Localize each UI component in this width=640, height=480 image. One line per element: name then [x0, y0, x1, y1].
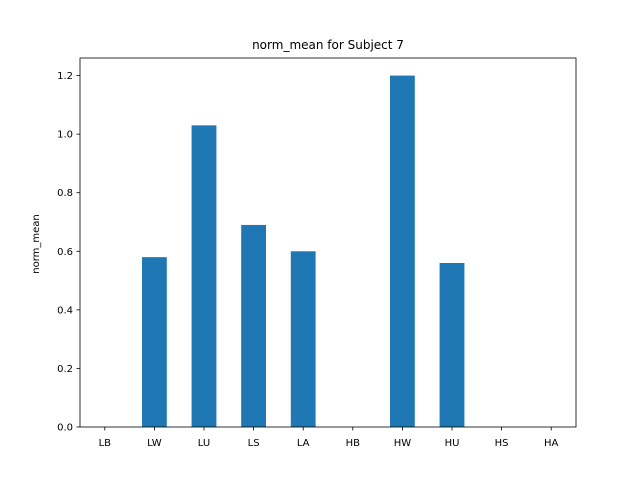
bar-hu: [439, 263, 465, 427]
y-tick-label: 0.8: [57, 188, 73, 199]
y-tick-label: 0.2: [57, 364, 73, 375]
plot-frame: [79, 57, 577, 428]
bar-hw: [390, 75, 415, 427]
x-tick-label: LA: [297, 438, 310, 449]
y-axis-label: norm_mean: [31, 214, 42, 274]
x-tick-label: HU: [445, 438, 460, 449]
bar-lu: [191, 125, 217, 428]
x-tick-label: HB: [346, 438, 361, 449]
x-tick-label: LW: [147, 438, 162, 449]
chart-title: norm_mean for Subject 7: [252, 38, 404, 52]
y-tick-label: 0.4: [57, 305, 73, 316]
bar-lw: [142, 257, 167, 427]
x-tick-label: LU: [198, 438, 210, 449]
y-axis-ticks: 0.0 0.2 0.4 0.6 0.8 1.0 1.2: [57, 71, 80, 434]
x-tick-label: LB: [99, 438, 112, 449]
x-tick-label: LS: [248, 438, 260, 449]
y-tick-label: 0.6: [57, 247, 73, 258]
bar-ls: [241, 224, 266, 427]
x-tick-label: HS: [495, 438, 509, 449]
x-axis-ticks: LB LW LU LS LA HB HW HU HS HA: [99, 427, 559, 449]
x-tick-label: HA: [544, 438, 559, 449]
y-tick-label: 0.0: [57, 423, 73, 434]
y-tick-label: 1.2: [57, 71, 73, 82]
bars-group: [142, 75, 465, 428]
y-tick-label: 1.0: [57, 130, 73, 141]
x-tick-label: HW: [394, 438, 412, 449]
bar-la: [290, 251, 316, 427]
